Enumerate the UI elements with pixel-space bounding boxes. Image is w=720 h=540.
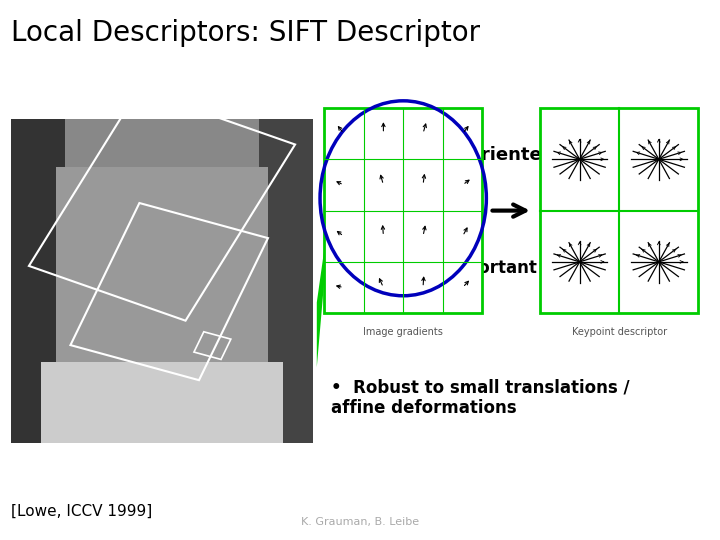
- Bar: [258, 119, 313, 443]
- Text: [Lowe, ICCV 1999]: [Lowe, ICCV 1999]: [11, 503, 152, 518]
- Text: K. Grauman, B. Leibe: K. Grauman, B. Leibe: [301, 516, 419, 526]
- Text: •  Captures important texture
information: • Captures important texture information: [331, 259, 612, 298]
- Bar: [540, 108, 698, 313]
- Text: •  Robust to small translations /
affine deformations: • Robust to small translations / affine …: [331, 378, 630, 417]
- Text: Local Descriptors: SIFT Descriptor: Local Descriptors: SIFT Descriptor: [11, 19, 480, 47]
- Text: Keypoint descriptor: Keypoint descriptor: [572, 327, 667, 337]
- Text: Image gradients: Image gradients: [364, 327, 443, 337]
- Bar: [56, 167, 268, 410]
- Bar: [324, 108, 482, 313]
- Bar: [11, 119, 66, 443]
- Text: Histogram of oriented
gradients: Histogram of oriented gradients: [331, 146, 554, 185]
- Bar: [11, 119, 313, 443]
- Bar: [41, 362, 283, 443]
- Polygon shape: [317, 200, 331, 367]
